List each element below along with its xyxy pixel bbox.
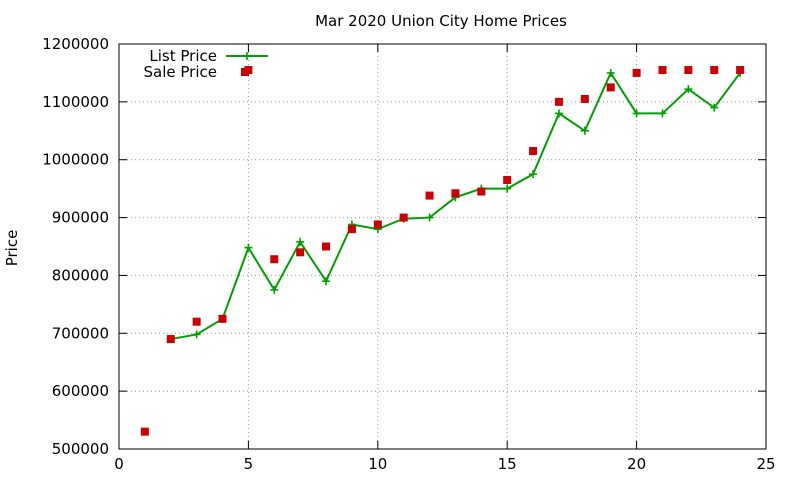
x-tick-label: 0	[114, 455, 124, 473]
list-price-point	[606, 68, 615, 77]
sale-price-point	[736, 66, 745, 75]
legend-marker	[243, 52, 251, 60]
y-tick-label: 700000	[52, 324, 109, 342]
sale-price-point	[580, 94, 589, 103]
sale-price-point	[606, 83, 615, 92]
sale-price-point	[347, 225, 356, 234]
sale-price-point	[632, 68, 641, 77]
list-price-point	[710, 103, 719, 112]
sale-price-point	[296, 248, 305, 257]
list-price-point	[529, 170, 538, 179]
sale-price-point	[166, 335, 175, 344]
legend-label: List Price	[149, 47, 217, 65]
sale-price-point	[710, 66, 719, 75]
sale-price-point	[140, 427, 149, 436]
grid	[119, 44, 766, 449]
sale-price-point	[451, 189, 460, 198]
sale-price-point	[658, 66, 667, 75]
x-tick-label: 5	[244, 455, 254, 473]
axis-ticks: 0 5 10 15 20 25 500000 600000 700000 800000 900000…	[42, 35, 775, 473]
y-axis-label: Price	[3, 230, 21, 267]
list-price-point	[580, 126, 589, 135]
list-price-point	[632, 109, 641, 118]
sale-price-point	[322, 242, 331, 251]
y-tick-label: 1200000	[42, 35, 109, 53]
sale-price-point	[684, 66, 693, 75]
sale-price-point	[373, 220, 382, 229]
list-price-point	[270, 285, 279, 294]
sale-price-point	[192, 317, 201, 326]
list-price-point	[684, 85, 693, 94]
list-price-point	[658, 109, 667, 118]
sale-price-point	[503, 175, 512, 184]
list-price-point	[322, 277, 331, 286]
series-layer	[140, 66, 745, 436]
list-price-point	[244, 243, 253, 252]
plot-frame	[118, 43, 767, 450]
y-tick-label: 1100000	[42, 93, 109, 111]
list-price-point	[192, 330, 201, 339]
y-tick-label: 900000	[52, 209, 109, 227]
list-price-point	[503, 184, 512, 193]
list-price-point	[554, 109, 563, 118]
sale-price-point	[270, 255, 279, 264]
sale-price-point	[477, 187, 486, 196]
list-price-point	[296, 237, 305, 246]
list-price-line	[170, 70, 741, 341]
y-tick-label: 1000000	[42, 151, 109, 169]
sale-price-point	[529, 147, 538, 156]
sale-price-point	[218, 314, 227, 323]
chart-title: Mar 2020 Union City Home Prices	[315, 12, 567, 30]
y-tick-label: 500000	[52, 440, 109, 458]
sale-price-point	[425, 191, 434, 200]
x-tick-label: 25	[756, 455, 775, 473]
x-tick-label: 20	[627, 455, 646, 473]
sale-price-point	[554, 97, 563, 106]
y-tick-label: 800000	[52, 266, 109, 284]
x-tick-label: 10	[368, 455, 387, 473]
y-tick-label: 600000	[52, 382, 109, 400]
sale-price-point	[399, 213, 408, 222]
legend-label: Sale Price	[144, 63, 217, 81]
legend-marker	[241, 68, 249, 76]
list-price-point	[425, 213, 434, 222]
x-tick-label: 15	[498, 455, 517, 473]
